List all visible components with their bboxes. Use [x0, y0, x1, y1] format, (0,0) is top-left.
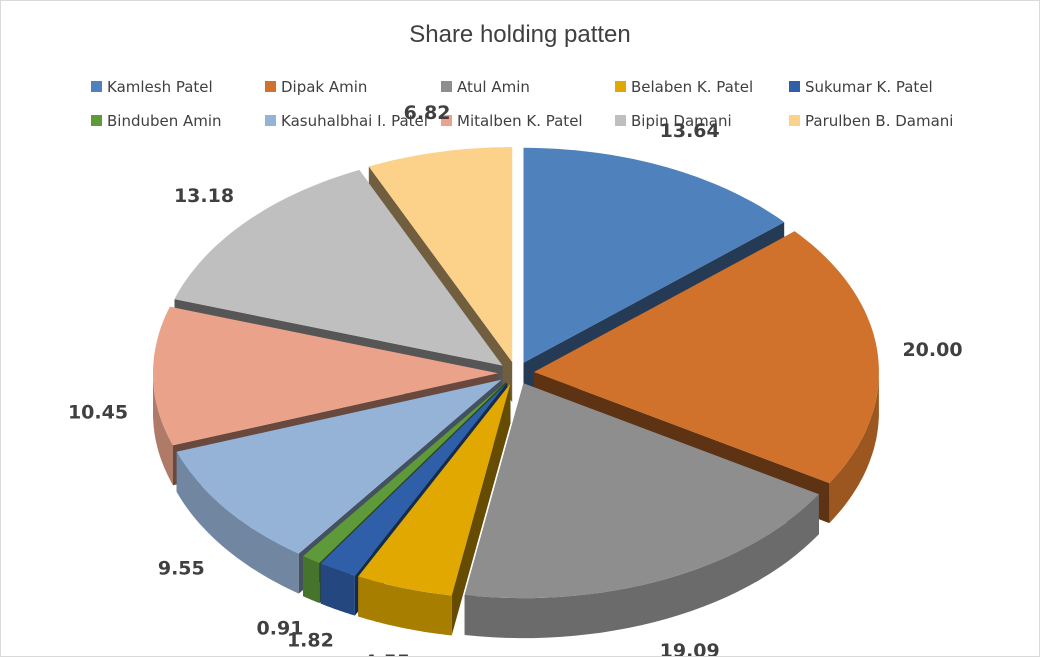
data-label-dipak-amin: 20.00 — [902, 339, 962, 361]
legend-label: Atul Amin — [457, 78, 530, 96]
legend-item-kamlesh-patel: Kamlesh Patel — [91, 78, 213, 96]
legend-swatch — [789, 81, 800, 92]
slice-top — [153, 306, 498, 446]
data-label-belaben-k-patel: 4.55 — [363, 651, 410, 656]
slice-atul-amin — [464, 383, 819, 639]
legend-swatch — [91, 115, 102, 126]
legend-swatch — [265, 115, 276, 126]
legend-item-dipak-amin: Dipak Amin — [265, 78, 367, 96]
data-label-binduben-amin: 0.91 — [257, 618, 304, 640]
legend-item-sukumar-k-patel: Sukumar K. Patel — [789, 78, 933, 96]
legend-item-binduben-amin: Binduben Amin — [91, 112, 222, 130]
legend-swatch — [615, 115, 626, 126]
slice-rim — [176, 451, 299, 594]
data-label-sukumar-k-patel: 1.82 — [287, 630, 334, 652]
data-label-kasuhalbhai-i-patel: 9.55 — [158, 557, 205, 579]
legend-label: Binduben Amin — [107, 112, 222, 130]
legend-label: Kamlesh Patel — [107, 78, 213, 96]
legend-item-atul-amin: Atul Amin — [441, 78, 530, 96]
legend-label: Dipak Amin — [281, 78, 367, 96]
slice-belaben-k-patel — [358, 383, 511, 636]
legend-label: Sukumar K. Patel — [805, 78, 933, 96]
slice-rim — [153, 373, 173, 486]
slice-rim — [303, 556, 320, 604]
data-label-mitalben-k-patel: 10.45 — [68, 402, 128, 424]
slice-rim — [320, 563, 355, 616]
slice-rim — [829, 372, 879, 524]
slice-top — [368, 147, 513, 363]
slice-top — [303, 382, 506, 564]
slice-top — [464, 383, 819, 599]
legend-swatch — [91, 81, 102, 92]
slice-top — [320, 382, 508, 576]
legend-label: Bipin Damani — [631, 112, 732, 130]
slice-rim — [464, 494, 819, 639]
data-label-atul-amin: 19.09 — [660, 640, 720, 656]
slice-top — [358, 383, 511, 596]
legend-swatch — [789, 115, 800, 126]
data-label-parulben-b-damani: 6.82 — [404, 102, 451, 124]
slice-top — [174, 170, 503, 366]
legend-item-bipin-damani: Bipin Damani — [615, 112, 732, 130]
legend-swatch — [441, 115, 452, 126]
slice-top — [533, 231, 879, 484]
legend-label: Belaben K. Patel — [631, 78, 753, 96]
data-label-kamlesh-patel: 13.64 — [660, 120, 720, 142]
legend-item-parulben-b-damani: Parulben B. Damani — [789, 112, 953, 130]
legend-swatch — [615, 81, 626, 92]
slice-side — [451, 383, 511, 636]
legend-item-mitalben-k-patel: Mitalben K. Patel — [441, 112, 583, 130]
legend-swatch — [265, 81, 276, 92]
legend-label: Mitalben K. Patel — [457, 112, 583, 130]
legend-swatch — [441, 81, 452, 92]
legend-item-kasuhalbhai-i-patel: Kasuhalbhai I. Patel — [265, 112, 428, 130]
data-label-bipin-damani: 13.18 — [174, 185, 234, 207]
legend-item-belaben-k-patel: Belaben K. Patel — [615, 78, 753, 96]
slice-top — [523, 147, 785, 363]
legend-label: Parulben B. Damani — [805, 112, 953, 130]
slice-rim — [358, 576, 452, 636]
slice-top — [176, 379, 502, 554]
legend-label: Kasuhalbhai I. Patel — [281, 112, 428, 130]
chart-title: Share holding patten — [409, 21, 631, 48]
